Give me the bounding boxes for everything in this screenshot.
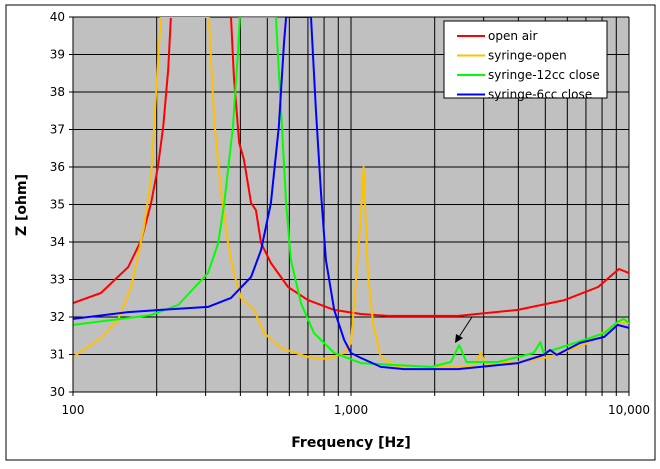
series-group (73, 17, 629, 371)
y-tick-label: 35 (50, 198, 65, 212)
x-tick-label: 1,000 (334, 403, 368, 417)
legend-label: syringe-6cc close (488, 88, 592, 102)
y-tick-label: 34 (50, 235, 65, 249)
y-tick-label: 31 (50, 348, 65, 362)
legend-box (443, 20, 608, 99)
legend: open air syringe-open syringe-12cc close sy… (443, 20, 608, 102)
x-tick-label: 10,000 (608, 403, 650, 417)
series-line-syringe-6cc-close (73, 17, 629, 371)
y-tick-label: 39 (50, 48, 65, 62)
annotation-arrow (455, 316, 473, 343)
axes: 30 31 32 33 34 35 36 37 38 39 40 100 1,000 10,000 (50, 10, 650, 417)
legend-label: syringe-open (488, 49, 567, 63)
y-tick-label: 33 (50, 273, 65, 287)
series-line-syringe-open (73, 17, 629, 368)
series-line-open-air (73, 17, 629, 317)
legend-label: open air (488, 29, 537, 43)
y-tick-label: 30 (50, 385, 65, 399)
y-tick-label: 36 (50, 160, 65, 174)
y-tick-label: 37 (50, 123, 65, 137)
y-tick-label: 32 (50, 310, 65, 324)
y-tick-label: 40 (50, 10, 65, 24)
legend-label: syringe-12cc close (488, 68, 600, 82)
y-tick-label: 38 (50, 85, 65, 99)
x-axis-label: Frequency [Hz] (291, 435, 410, 451)
y-axis-label: Z [ohm] (14, 174, 30, 236)
x-tick-label: 100 (62, 403, 85, 417)
